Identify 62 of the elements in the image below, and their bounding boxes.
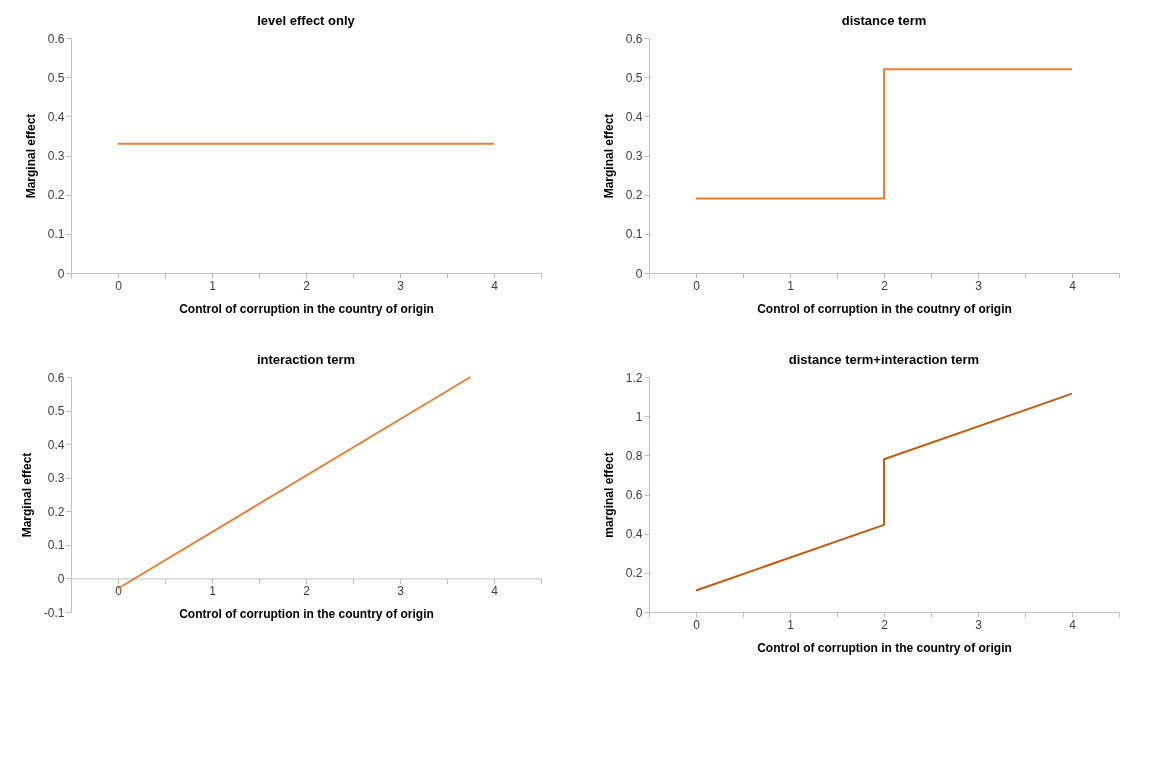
x-tick-label: 1: [209, 583, 217, 598]
y-tick-label: 0.6: [625, 488, 643, 502]
y-tick-label: 0: [635, 266, 643, 281]
x-axis-title: Control of corruption in the country of origin: [179, 301, 434, 316]
y-tick-label: 1: [635, 409, 643, 424]
x-tick-label: 3: [397, 583, 405, 598]
y-tick-label: 0.2: [625, 188, 643, 203]
y-tick-label: 0.3: [47, 471, 65, 486]
x-tick-label: 2: [881, 617, 889, 632]
x-tick-label: 0: [693, 617, 701, 632]
y-tick-label: 0.4: [625, 109, 643, 124]
y-tick-label: 0.4: [47, 437, 65, 452]
y-axis-title: marginal effect: [601, 452, 616, 538]
chart-title: interaction term: [256, 352, 356, 367]
y-tick-label: 1.2: [625, 370, 643, 385]
x-tick-label: 4: [491, 278, 499, 293]
x-tick-label: 1: [209, 278, 217, 293]
x-tick-label: 4: [491, 583, 499, 598]
x-tick-label: 0: [115, 278, 123, 293]
y-tick-label: 0.3: [47, 149, 65, 163]
y-tick-label: 0.1: [47, 538, 65, 553]
y-tick-label: 0.2: [625, 566, 643, 581]
x-axis-title: Control of corruption in the country of origin: [179, 606, 434, 621]
x-tick-label: 2: [303, 583, 311, 598]
y-tick-label: 0: [635, 605, 643, 620]
line-series: [695, 392, 1073, 592]
x-tick-label: 1: [787, 278, 795, 293]
y-tick-label: 0.5: [47, 404, 65, 419]
y-tick-label: 0.4: [625, 527, 643, 542]
y-tick-label: 0.3: [625, 149, 643, 163]
x-tick-label: 1: [787, 617, 795, 632]
y-tick-label: -0.1: [43, 605, 65, 620]
x-tick-label: 2: [881, 278, 889, 293]
y-tick-label: 0: [57, 266, 65, 281]
y-tick-label: 0.1: [625, 227, 643, 242]
x-axis-title: Control of corruption in the coutnry of origin: [757, 301, 1012, 316]
y-tick-label: 0.6: [47, 31, 65, 46]
y-tick-label: 0.1: [47, 227, 65, 242]
chart-title: distance term+interaction term: [788, 352, 980, 367]
x-tick-label: 3: [975, 278, 983, 293]
y-tick-label: 0.5: [47, 70, 65, 85]
x-tick-label: 3: [397, 278, 405, 293]
x-tick-label: 0: [693, 278, 701, 293]
y-tick-label: 0.6: [625, 31, 643, 46]
x-tick-label: 2: [303, 278, 311, 293]
x-axis-title: Control of corruption in the country of origin: [757, 640, 1012, 655]
y-tick-label: 0.6: [47, 370, 65, 385]
y-axis-title: Marginal effect: [23, 113, 38, 199]
y-tick-label: 0.2: [47, 188, 65, 203]
y-tick-label: 0.4: [47, 109, 65, 124]
chart-title: distance term: [841, 13, 927, 28]
x-tick-label: 3: [975, 617, 983, 632]
y-tick-label: 0.2: [47, 504, 65, 519]
chart-title: level effect only: [257, 13, 356, 28]
y-axis-title: Marginal effect: [601, 113, 616, 199]
y-tick-label: 0.5: [625, 70, 643, 85]
x-tick-label: 4: [1069, 617, 1077, 632]
x-tick-label: 0: [115, 583, 123, 598]
y-tick-label: 0.8: [625, 448, 643, 463]
y-tick-label: 0: [57, 571, 65, 586]
y-axis-title: Marginal effect: [19, 452, 34, 538]
x-tick-label: 4: [1069, 278, 1077, 293]
